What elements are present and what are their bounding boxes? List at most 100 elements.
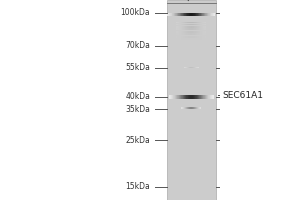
Bar — [209, 95, 210, 99]
Bar — [176, 28, 177, 30]
Bar — [204, 26, 205, 28]
Bar — [193, 22, 194, 23]
Bar — [170, 13, 171, 16]
Bar — [196, 38, 197, 40]
Bar — [173, 95, 174, 99]
Bar — [188, 36, 189, 38]
Bar — [197, 26, 198, 28]
Bar — [196, 13, 197, 16]
Bar — [180, 13, 181, 16]
Bar — [178, 13, 179, 16]
Bar — [189, 26, 190, 28]
Bar — [186, 36, 187, 38]
Bar — [202, 28, 203, 30]
Bar — [186, 31, 187, 33]
Bar — [194, 31, 195, 33]
Bar — [176, 33, 177, 35]
Bar — [186, 24, 187, 25]
Bar — [200, 13, 201, 16]
Bar — [189, 13, 190, 16]
Bar — [206, 95, 207, 99]
Bar — [177, 24, 178, 25]
Bar — [186, 13, 187, 16]
Bar — [185, 22, 186, 23]
Bar — [200, 95, 201, 99]
Bar — [181, 26, 182, 28]
Bar — [180, 95, 181, 99]
Bar — [204, 31, 205, 33]
Text: 40kDa: 40kDa — [125, 92, 150, 101]
Bar — [176, 31, 177, 33]
Bar — [188, 95, 189, 99]
Bar — [193, 36, 194, 38]
Bar — [189, 22, 190, 23]
Bar — [184, 13, 185, 16]
Bar — [203, 38, 204, 40]
Bar — [201, 95, 202, 99]
Bar — [185, 95, 186, 99]
Bar — [190, 95, 191, 99]
Bar — [183, 22, 184, 23]
Bar — [200, 36, 201, 38]
Bar — [198, 33, 199, 35]
Bar — [176, 38, 177, 40]
Bar — [177, 22, 178, 23]
Bar — [199, 26, 200, 28]
Bar — [194, 22, 195, 23]
Bar — [187, 28, 188, 30]
Bar — [204, 38, 205, 40]
Text: 100kDa: 100kDa — [120, 8, 150, 17]
Bar — [189, 33, 190, 35]
Bar — [176, 95, 177, 99]
Bar — [213, 13, 214, 16]
Bar — [196, 28, 197, 30]
Bar — [182, 24, 183, 25]
Bar — [185, 31, 186, 33]
Bar — [180, 22, 181, 23]
Bar — [190, 36, 191, 38]
Bar — [194, 13, 195, 16]
Text: 15kDa: 15kDa — [125, 182, 150, 191]
Bar — [199, 38, 200, 40]
Bar — [194, 95, 195, 99]
Bar — [199, 31, 200, 33]
Bar — [203, 36, 204, 38]
Bar — [183, 36, 184, 38]
Bar — [189, 38, 190, 40]
Bar — [197, 24, 198, 25]
Bar — [190, 22, 191, 23]
Bar — [183, 24, 184, 25]
Bar — [181, 22, 182, 23]
Bar — [182, 31, 183, 33]
Bar — [187, 33, 188, 35]
Bar — [205, 36, 206, 38]
Bar — [191, 26, 192, 28]
Bar — [177, 38, 178, 40]
Text: 55kDa: 55kDa — [125, 63, 150, 72]
Bar — [175, 95, 176, 99]
Bar — [177, 13, 178, 16]
Bar — [167, 0, 216, 200]
Bar — [193, 38, 194, 40]
Bar — [189, 36, 190, 38]
Bar — [200, 22, 201, 23]
Bar — [187, 38, 188, 40]
Bar — [191, 31, 192, 33]
Bar — [180, 28, 181, 30]
Bar — [188, 22, 189, 23]
Bar — [192, 95, 193, 99]
Bar — [185, 13, 186, 16]
Bar — [194, 33, 195, 35]
Bar — [193, 24, 194, 25]
Bar — [202, 24, 203, 25]
Bar — [203, 22, 204, 23]
Bar — [179, 13, 180, 16]
Bar — [203, 31, 204, 33]
Bar — [195, 36, 196, 38]
Bar — [193, 28, 194, 30]
Bar — [192, 26, 193, 28]
Bar — [197, 95, 198, 99]
Bar — [208, 13, 209, 16]
Bar — [205, 28, 206, 30]
Bar — [171, 13, 172, 16]
